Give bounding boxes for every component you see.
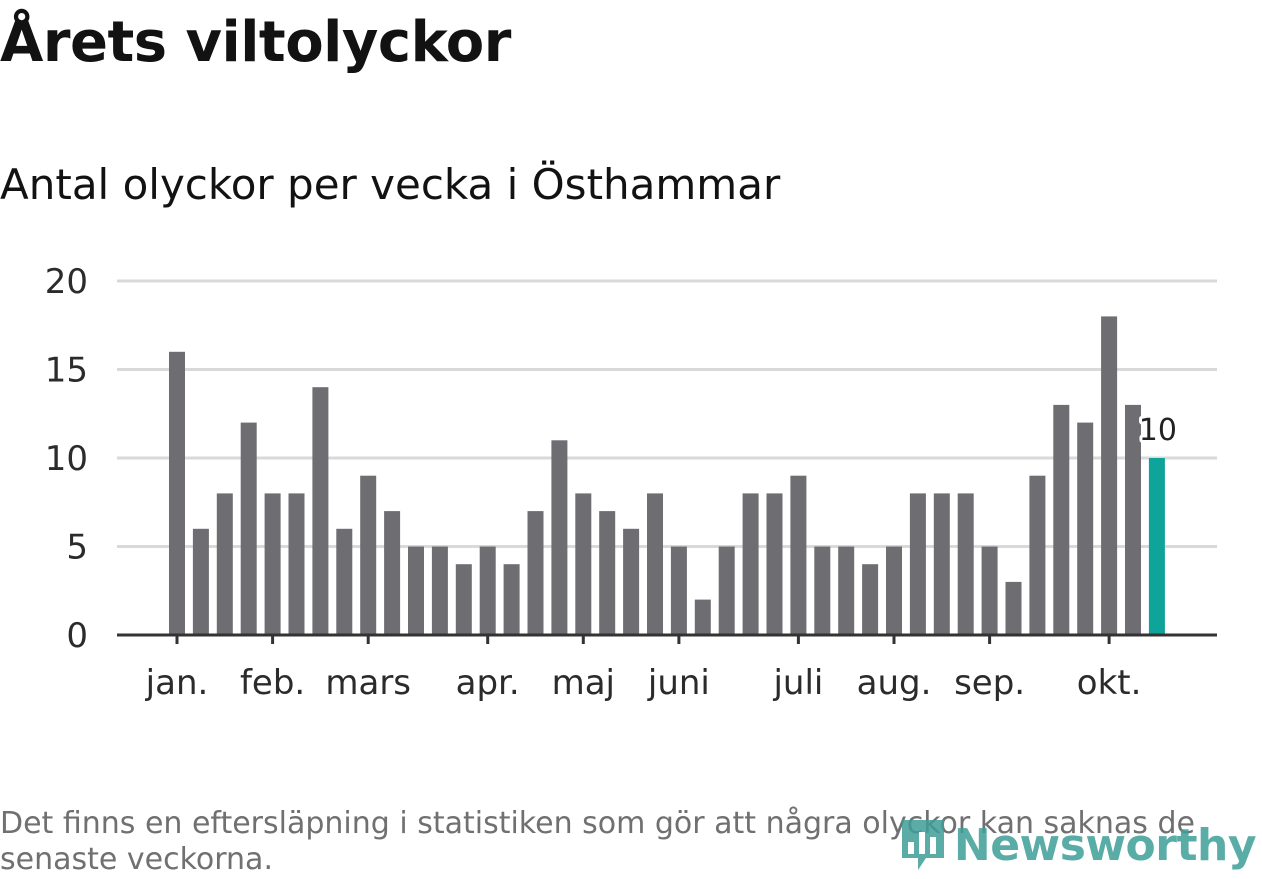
y-tick-label: 5	[66, 528, 88, 568]
bar	[551, 440, 568, 635]
bar	[957, 493, 974, 635]
y-tick-label: 20	[45, 262, 88, 302]
bar	[240, 422, 257, 635]
bar	[288, 493, 305, 635]
bar-highlight	[1148, 458, 1165, 635]
bar	[408, 546, 424, 635]
bar	[575, 493, 592, 635]
bar	[384, 511, 401, 635]
bar	[1005, 581, 1022, 635]
bar	[599, 511, 616, 635]
x-tick-label: juli	[772, 663, 823, 703]
bar	[1029, 475, 1046, 635]
bar-labels: 10	[1136, 410, 1180, 451]
bar	[169, 351, 185, 635]
bar	[814, 546, 831, 635]
bar	[838, 546, 855, 635]
bar	[264, 493, 281, 635]
bar	[766, 493, 783, 635]
x-tick-label: aug.	[857, 663, 932, 703]
brand-name: Newsworthy	[953, 819, 1257, 871]
x-axis-ticks: jan. feb. mars apr. maj juni juli aug. sep. okt.	[145, 635, 1142, 703]
bar	[862, 564, 879, 635]
bar	[503, 564, 520, 635]
x-tick-label: jan.	[145, 663, 209, 703]
chart-subtitle: Antal olyckor per vecka i Östhammar	[0, 160, 781, 209]
footnote: Det finns en eftersläpning i statistiken…	[0, 806, 1195, 877]
bar	[192, 528, 209, 635]
bar	[1077, 422, 1094, 635]
gridlines	[117, 279, 1217, 548]
x-tick-label: feb.	[240, 663, 305, 703]
bar	[909, 493, 926, 635]
bar	[742, 493, 759, 635]
bar	[694, 599, 711, 635]
bar	[527, 511, 544, 635]
bar	[933, 493, 950, 635]
x-tick-label: maj	[552, 663, 615, 703]
bar	[1125, 404, 1141, 635]
page-title: Årets viltolyckor	[0, 10, 511, 75]
x-tick-label: sep.	[954, 663, 1025, 703]
y-tick-label: 0	[66, 616, 88, 656]
x-tick-label: okt.	[1077, 663, 1142, 703]
brand-logo: Newsworthy	[898, 816, 1257, 874]
bar-chart-speech-icon	[901, 820, 944, 870]
x-tick-label: mars	[325, 663, 411, 703]
bar	[431, 546, 448, 635]
bar	[1101, 316, 1118, 635]
bar	[981, 546, 998, 635]
bar	[216, 493, 233, 635]
y-tick-label: 10	[45, 439, 88, 479]
x-tick-label: juni	[647, 663, 710, 703]
bar	[670, 546, 687, 635]
bars	[169, 316, 1165, 635]
bar	[647, 493, 663, 635]
x-tick-label: apr.	[456, 663, 520, 703]
bar	[360, 475, 377, 635]
bar	[455, 564, 472, 635]
bar	[790, 475, 807, 635]
y-tick-label: 15	[45, 351, 88, 391]
bar	[623, 528, 640, 635]
bar	[718, 546, 735, 635]
bar	[312, 387, 329, 635]
bar	[479, 546, 496, 635]
bar	[886, 546, 902, 635]
bar	[336, 528, 353, 635]
y-axis-ticks: 0 5 10 15 20	[45, 262, 88, 656]
highlight-value-label: 10	[1139, 413, 1177, 448]
bar	[1053, 404, 1070, 635]
